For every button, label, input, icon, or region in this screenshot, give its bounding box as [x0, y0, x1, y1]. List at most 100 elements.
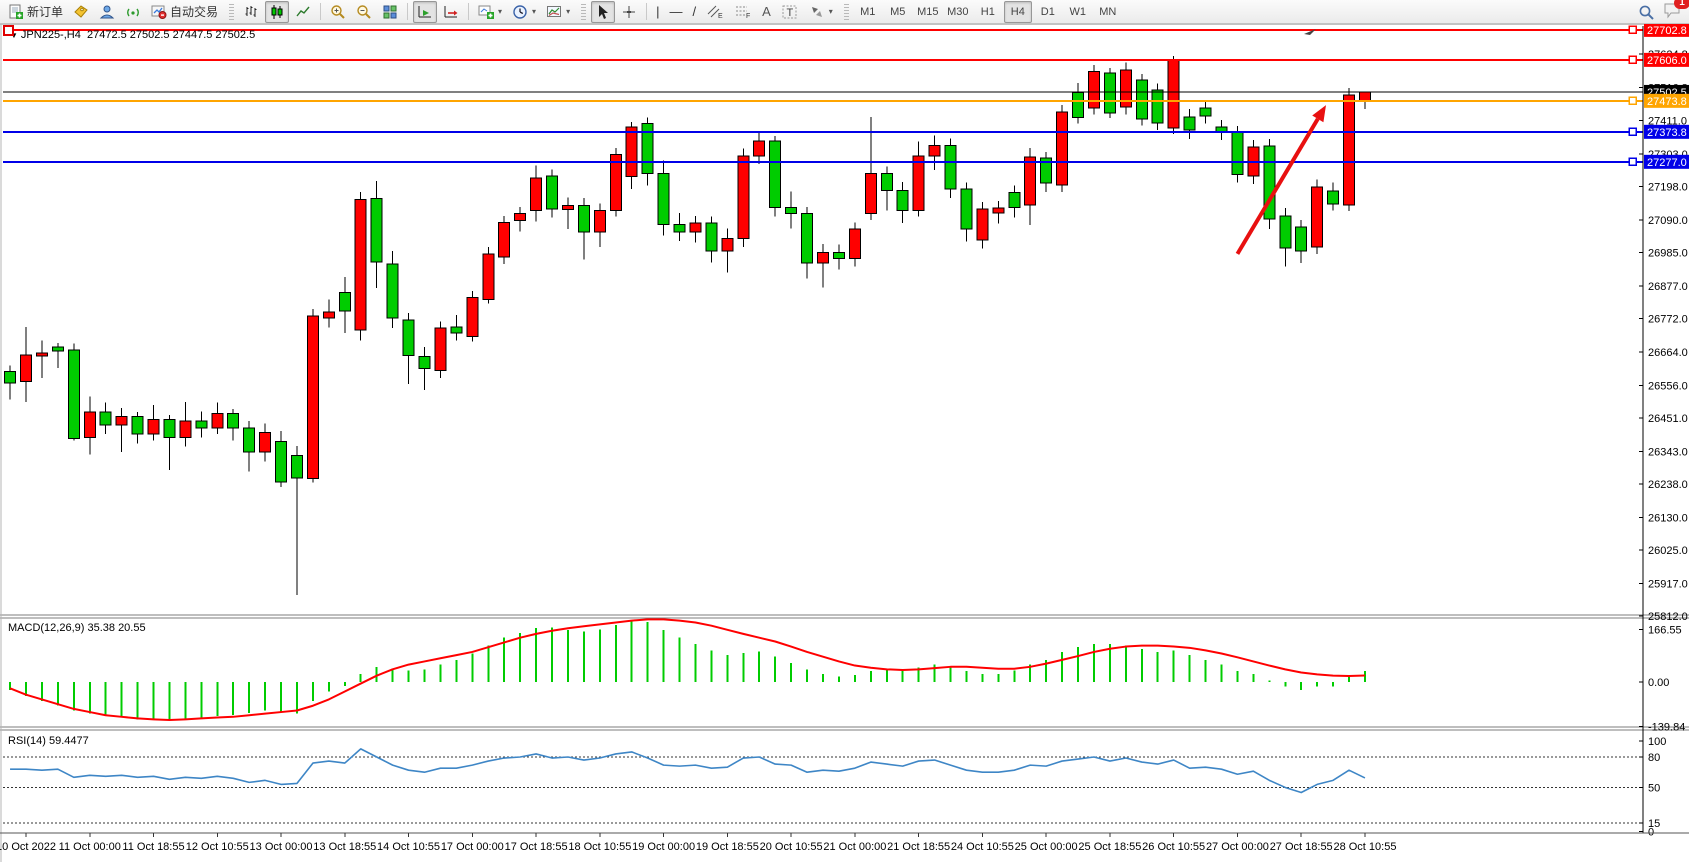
crosshair-button[interactable] [617, 1, 641, 23]
timeframe-h1[interactable]: H1 [980, 5, 995, 18]
arrows-icon [811, 6, 822, 17]
new-order-icon [9, 4, 23, 19]
candle-60 [960, 188, 973, 230]
candle-31 [498, 222, 511, 258]
candle-36 [577, 205, 590, 233]
svg-text:26238.0: 26238.0 [1648, 479, 1688, 491]
search-icon[interactable] [1638, 4, 1655, 21]
market-watch-icon [99, 5, 115, 18]
hline-handle-27277.0[interactable] [1628, 157, 1637, 167]
periods-clock-icon [513, 4, 527, 19]
time-label: 10 Oct 2022 [0, 841, 56, 853]
candle-54 [864, 172, 877, 215]
market-watch-button[interactable] [95, 1, 119, 23]
candle-32 [514, 213, 527, 222]
timeframe-h4[interactable]: H4 [1003, 0, 1032, 23]
symbol-period-label: JPN225-,H4 [20, 29, 81, 41]
chart-shift-icon [444, 5, 458, 17]
candle-35 [561, 205, 574, 211]
periods-button[interactable]: ▾ [508, 1, 540, 23]
candle-77 [1231, 132, 1244, 176]
timeframe-m15[interactable]: M15 [917, 5, 939, 18]
channel-button[interactable]: E [702, 1, 728, 23]
new-chart-button[interactable]: ▾ [474, 1, 506, 23]
notifications-button[interactable]: 1 [1663, 0, 1689, 24]
templates-button[interactable]: ▾ [542, 1, 574, 23]
timeframe-m1[interactable]: M1 [860, 5, 876, 18]
horizontal-lines[interactable] [3, 25, 1643, 167]
hline-handle-27606.0[interactable] [1628, 55, 1637, 65]
candle-81 [1295, 226, 1308, 252]
trend-arrow[interactable] [1235, 105, 1326, 255]
candlestick-chart-button[interactable] [265, 0, 290, 23]
price-badge-27277.0 [1644, 154, 1689, 169]
time-axis[interactable]: 10 Oct 2022 11 Oct 00:00 11 Oct 18:55 12 Oc… [0, 832, 1689, 853]
candle-20 [322, 311, 335, 319]
hline-handle-27473.8[interactable] [1628, 96, 1637, 106]
svg-text:0.00: 0.00 [1648, 677, 1669, 689]
candle-66 [1056, 111, 1069, 186]
candle-65 [1040, 157, 1053, 184]
timeframe-w1[interactable]: W1 [1069, 5, 1087, 18]
arrows-button[interactable]: ▾ [805, 1, 837, 23]
line-chart-icon [296, 6, 310, 16]
trendline-button[interactable]: / [688, 1, 700, 23]
new-order-button[interactable]: 新订单 [4, 1, 67, 23]
autotrading-button[interactable]: 自动交易 [147, 1, 222, 23]
rsi-name: RSI(14) [8, 735, 46, 747]
candle-30 [482, 253, 495, 300]
horizontal-line-button[interactable]: — [665, 1, 686, 23]
timeframe-mn[interactable]: MN [1099, 5, 1117, 18]
svg-text:26664.0: 26664.0 [1648, 347, 1688, 359]
cursor-icon [599, 4, 609, 19]
cursor-button[interactable] [591, 0, 616, 23]
candle-22 [354, 198, 367, 331]
candle-11 [179, 420, 192, 438]
svg-text:25812.0: 25812.0 [1648, 611, 1688, 623]
bar-chart-button[interactable] [239, 1, 263, 23]
candle-15 [243, 427, 256, 453]
candle-37 [593, 209, 606, 233]
fibonacci-button[interactable]: F [730, 1, 756, 23]
price-axis[interactable]: 27624.827516.827411.027303.027198.027090… [1639, 26, 1688, 833]
candle-53 [848, 228, 861, 260]
hline-handle-27373.8[interactable] [1628, 127, 1637, 137]
zoom-out-button[interactable] [352, 1, 376, 23]
signals-button[interactable] [121, 1, 145, 23]
chart-shift-button[interactable] [439, 1, 463, 23]
candle-49 [785, 206, 798, 215]
candle-27 [434, 327, 447, 372]
text-button[interactable]: A [758, 1, 775, 23]
timeframe-m30[interactable]: M30 [947, 5, 969, 18]
vertical-line-button[interactable]: | [652, 1, 663, 23]
timeframe-m5[interactable]: M5 [890, 5, 906, 18]
macd-pane[interactable]: 166.55 0.00 -139.84 [9, 618, 1685, 733]
auto-scroll-button[interactable] [413, 0, 438, 23]
price-badge-27702.8 [1644, 22, 1689, 37]
main-toolbar: 新订单 自动交易 ▾ ▾ [0, 0, 1689, 24]
time-label: 11 Oct 00:00 [59, 841, 121, 853]
price-chart-canvas[interactable]: 27624.827516.827411.027303.027198.027090… [0, 22, 1689, 862]
chart-shift-marker[interactable] [1304, 29, 1316, 35]
hline-handle-27702.8[interactable] [1628, 25, 1637, 35]
line-chart-button[interactable] [291, 1, 315, 23]
price-badge-27606.0 [1644, 52, 1689, 67]
zoom-in-button[interactable] [326, 1, 350, 23]
timeframe-d1[interactable]: D1 [1040, 5, 1055, 18]
svg-text:F: F [746, 13, 750, 20]
label-button[interactable]: T [777, 1, 803, 23]
chart-window[interactable]: ▼JPN225-,H4 27472.5 27502.5 27447.5 2750… [0, 22, 1689, 862]
time-label: 21 Oct 18:55 [887, 841, 950, 853]
time-label: 28 Oct 10:55 [1333, 841, 1396, 853]
tile-windows-button[interactable] [378, 1, 402, 23]
price-badge-27373.8 [1644, 124, 1689, 139]
rsi-pane[interactable]: 1008050150 [3, 736, 1666, 839]
candle-71 [1135, 79, 1148, 120]
candle-79 [1263, 145, 1276, 220]
quotes-button[interactable] [69, 1, 93, 23]
candle-9 [147, 419, 160, 435]
candlesticks[interactable] [4, 56, 1371, 595]
hline-left-handle[interactable] [3, 25, 14, 36]
price-badges: 27702.827606.027502.527473.827373.827277… [1644, 22, 1689, 169]
time-label: 25 Oct 18:55 [1078, 841, 1141, 853]
